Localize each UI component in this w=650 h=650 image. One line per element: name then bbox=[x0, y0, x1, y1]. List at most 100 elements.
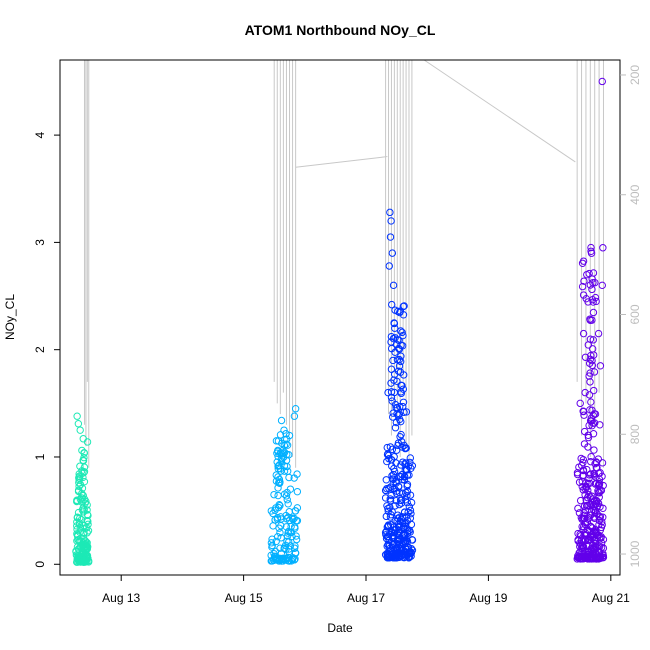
y-tick-label: 0 bbox=[33, 561, 47, 568]
data-point bbox=[578, 259, 587, 268]
data-point bbox=[583, 465, 591, 474]
data-point bbox=[273, 532, 282, 541]
data-point bbox=[584, 548, 592, 557]
data-point bbox=[290, 544, 299, 552]
data-point bbox=[398, 328, 406, 337]
chart-title: ATOM1 Northbound NOy_CL bbox=[245, 22, 436, 38]
data-point bbox=[587, 247, 595, 255]
y-axis: 0 1 2 3 4 bbox=[33, 131, 60, 568]
data-point bbox=[406, 454, 415, 462]
data-point bbox=[274, 465, 282, 473]
data-point bbox=[588, 548, 597, 556]
data-point bbox=[280, 462, 289, 470]
y-tick-label: 3 bbox=[33, 239, 47, 246]
data-point bbox=[396, 472, 404, 480]
data-point bbox=[585, 391, 594, 399]
data-point bbox=[75, 472, 84, 480]
data-point bbox=[586, 555, 595, 563]
data-point bbox=[599, 481, 607, 490]
data-point bbox=[74, 508, 83, 517]
data-point bbox=[598, 77, 606, 86]
data-point bbox=[383, 443, 391, 452]
data-point bbox=[270, 490, 278, 499]
data-point bbox=[404, 543, 413, 552]
data-point bbox=[291, 549, 300, 557]
data-point bbox=[75, 554, 83, 562]
data-point bbox=[383, 523, 391, 531]
data-point bbox=[387, 332, 396, 341]
data-point bbox=[382, 486, 390, 495]
data-point bbox=[405, 502, 414, 511]
data-point bbox=[276, 478, 284, 486]
data-point bbox=[387, 365, 396, 373]
data-point bbox=[591, 480, 599, 488]
data-point bbox=[585, 372, 593, 380]
data-point bbox=[386, 443, 395, 451]
data-point bbox=[387, 393, 396, 402]
data-point bbox=[399, 331, 407, 340]
x-tick-label: Aug 21 bbox=[592, 591, 630, 605]
data-point bbox=[405, 553, 413, 561]
data-point bbox=[74, 420, 83, 428]
data-point bbox=[408, 536, 417, 544]
data-point bbox=[291, 507, 300, 515]
data-point bbox=[395, 545, 404, 553]
y-tick-label: 2 bbox=[33, 346, 47, 353]
data-point bbox=[589, 279, 597, 287]
data-point bbox=[273, 515, 282, 523]
data-point bbox=[80, 449, 88, 457]
data-point bbox=[388, 249, 397, 257]
data-point bbox=[591, 410, 600, 418]
data-point bbox=[84, 557, 93, 565]
data-point bbox=[78, 484, 87, 492]
data-point bbox=[580, 514, 589, 522]
data-point bbox=[283, 467, 292, 475]
data-point bbox=[282, 492, 291, 500]
data-point bbox=[397, 327, 405, 335]
data-point bbox=[290, 412, 299, 420]
data-point bbox=[396, 402, 404, 411]
data-point bbox=[588, 285, 596, 294]
data-point bbox=[384, 388, 392, 397]
data-point bbox=[596, 526, 605, 534]
data-point bbox=[394, 441, 402, 450]
data-point bbox=[291, 524, 299, 532]
y-tick-label: 1 bbox=[33, 453, 47, 460]
data-point bbox=[395, 527, 403, 535]
data-point bbox=[76, 495, 85, 503]
data-point bbox=[590, 446, 598, 454]
data-point bbox=[276, 528, 284, 537]
data-point bbox=[388, 300, 396, 309]
data-point bbox=[268, 557, 276, 565]
data-point bbox=[83, 529, 91, 537]
data-point bbox=[383, 502, 391, 510]
data-point bbox=[403, 525, 411, 533]
data-points bbox=[72, 77, 608, 566]
data-point bbox=[573, 469, 582, 477]
data-point bbox=[393, 355, 402, 364]
data-point bbox=[84, 542, 92, 551]
data-point bbox=[581, 485, 589, 493]
data-point bbox=[584, 341, 593, 349]
data-point bbox=[280, 426, 288, 434]
data-point bbox=[587, 398, 595, 406]
data-point bbox=[401, 466, 409, 474]
data-point bbox=[286, 542, 295, 550]
data-point bbox=[400, 534, 409, 542]
data-point bbox=[84, 511, 92, 520]
data-point bbox=[396, 496, 405, 504]
data-point bbox=[403, 512, 411, 520]
data-point bbox=[403, 482, 411, 490]
data-point bbox=[576, 543, 584, 551]
data-point bbox=[399, 529, 408, 538]
x-tick-label: Aug 15 bbox=[225, 591, 263, 605]
data-point bbox=[287, 528, 295, 537]
data-point bbox=[590, 368, 599, 376]
x-axis: Aug 13 Aug 15 Aug 17 Aug 19 Aug 21 bbox=[102, 575, 630, 605]
x-tick-label: Aug 19 bbox=[469, 591, 507, 605]
data-point bbox=[389, 281, 398, 290]
data-point bbox=[382, 476, 390, 484]
data-point bbox=[586, 359, 594, 368]
data-point bbox=[73, 497, 81, 506]
